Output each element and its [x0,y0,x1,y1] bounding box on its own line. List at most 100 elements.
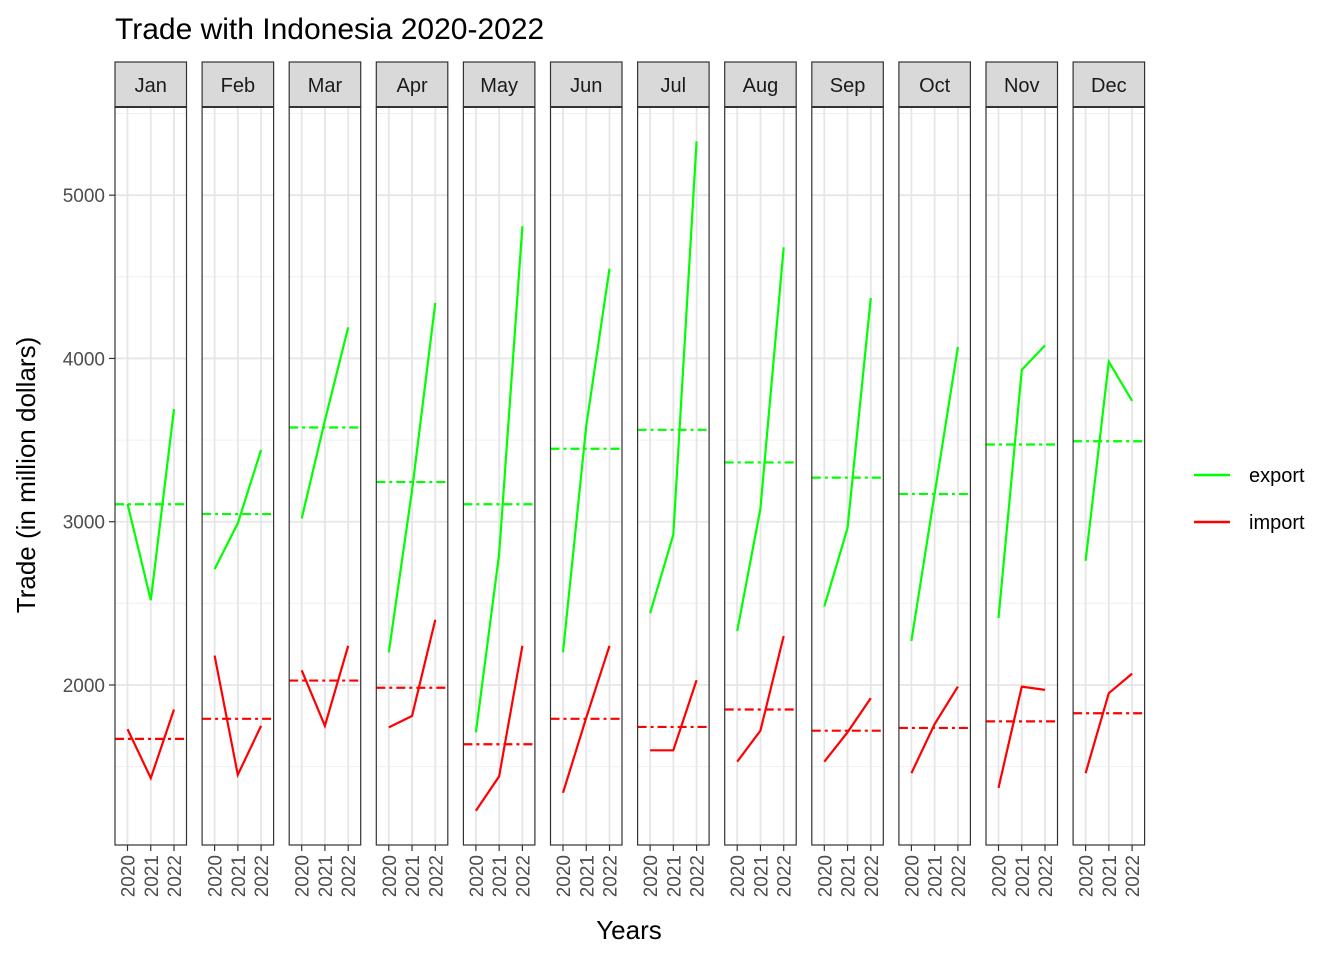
x-tick-label: 2020 [1077,855,1098,897]
import-line [1084,672,1133,774]
facet-oct: Oct 2020 2021 2022 [898,61,972,897]
x-tick-label: 2021 [577,855,598,897]
facet-strip [636,61,710,108]
facet-jun: Jun 2020 2021 2022 [549,61,623,897]
facet-label: Oct [919,75,951,97]
x-tick-label: 2022 [775,855,796,897]
facet-apr: Apr 2020 2021 2022 [375,61,449,897]
facet-label: Apr [396,75,427,97]
facet-dec: Dec 2020 2021 2022 [1072,61,1146,897]
x-tick-label: 2021 [403,855,424,897]
x-tick-label: 2021 [490,855,511,897]
y-tick-label: 5000 [63,186,105,207]
import-line [736,635,785,763]
legend-item-export: export [1194,465,1305,487]
x-tick-label: 2021 [316,855,337,897]
import-line [474,645,524,812]
facet-jul: Jul 2020 2021 2022 [636,61,710,897]
x-tick-label: 2021 [1100,855,1121,897]
x-tick-label: 2020 [467,855,488,897]
facet-label: Sep [830,75,866,97]
import-line [213,655,263,779]
x-tick-label: 2021 [839,855,860,897]
export-line [910,346,959,642]
import-line [823,697,872,763]
x-tick-label: 2022 [688,855,709,897]
x-tick-label: 2022 [1123,855,1144,897]
x-tick-label: 2021 [751,855,772,897]
export-line [823,297,872,607]
y-tick-label: 2000 [63,676,105,697]
facet-label: Jan [135,75,167,97]
facet-strip [114,61,188,108]
x-tick-label: 2020 [380,855,401,897]
facet-label: Feb [221,75,255,97]
facet-strip [288,61,362,108]
x-tick-label: 2022 [513,855,534,897]
facet-label: Mar [308,75,343,97]
export-line [649,141,698,614]
x-tick-label: 2020 [728,855,749,897]
export-line [213,449,263,570]
x-tick-label: 2022 [426,855,447,897]
facet-mar: Mar 2020 2021 2022 [288,61,362,897]
facet-strip [811,61,884,108]
y-tick-label: 3000 [63,513,105,534]
legend-label: export [1249,465,1305,487]
facet-label: May [480,75,518,97]
x-tick-label: 2022 [601,855,622,897]
facet-may: May 2020 2021 2022 [462,61,536,897]
export-line [474,226,524,733]
import-line [997,685,1046,789]
legend: export import [1194,465,1305,534]
legend-item-import: import [1194,512,1305,534]
export-line [997,344,1046,619]
facet-strip [375,61,449,108]
facet-nov: Nov 2020 2021 2022 [985,61,1059,897]
import-line [126,709,176,782]
export-line [126,408,176,601]
export-line [736,247,785,632]
export-line [1084,358,1134,562]
facet-aug: Aug 2020 2021 2022 [724,61,797,897]
facet-label: Aug [743,75,779,97]
import-line [561,645,611,794]
x-tick-label: 2020 [641,855,662,897]
x-tick-label: 2022 [1036,855,1057,897]
facet-strip [1072,61,1146,108]
import-line [910,686,959,774]
x-tick-label: 2022 [339,855,360,897]
import-line [650,679,698,752]
x-tick-label: 2022 [165,855,186,897]
facet-label: Nov [1004,75,1040,97]
facet-sep: Sep 2020 2021 2022 [811,61,884,897]
export-line [561,268,611,653]
facet-label: Jul [661,75,687,97]
x-tick-label: 2021 [664,855,685,897]
import-line [300,645,350,730]
export-line [387,302,437,653]
x-tick-label: 2020 [293,855,314,897]
x-tick-label: 2020 [990,855,1011,897]
facet-jan: Jan 2020 2021 2022 [114,61,188,897]
x-tick-label: 2020 [815,855,836,897]
x-axis-title: Years [596,915,662,945]
facet-strip [724,61,797,108]
x-tick-label: 2021 [229,855,250,897]
chart-title: Trade with Indonesia 2020-2022 [115,13,544,46]
x-tick-label: 2020 [554,855,575,897]
x-tick-label: 2020 [902,855,923,897]
x-tick-label: 2022 [949,855,970,897]
legend-label: import [1249,512,1305,534]
facet-label: Dec [1091,75,1127,97]
import-line [388,619,437,729]
x-tick-label: 2020 [119,855,140,897]
facet-feb: Feb 2020 2021 2022 [201,61,275,897]
x-tick-label: 2021 [1013,855,1034,897]
export-line [300,327,350,519]
x-tick-label: 2021 [926,855,947,897]
y-tick-label: 4000 [63,349,105,370]
x-tick-label: 2022 [862,855,883,897]
